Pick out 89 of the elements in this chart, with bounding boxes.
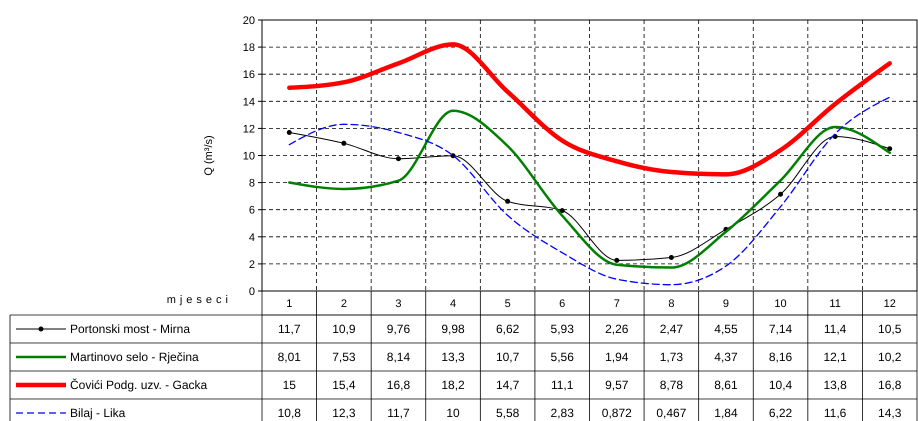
y-tick-label: 16 [242, 69, 255, 82]
y-tick-label: 18 [242, 42, 255, 54]
line-series [288, 110, 891, 269]
data-label: 15,4 [332, 378, 356, 392]
data-label: 6,62 [496, 322, 520, 336]
data-label: 10,2 [878, 350, 902, 364]
point [286, 130, 292, 135]
data-label: 10,8 [278, 406, 302, 420]
data-label: 11,7 [278, 322, 301, 336]
x-tick-label: 5 [504, 298, 511, 310]
data-label: 10,5 [878, 322, 902, 336]
data-label: 18,2 [441, 378, 466, 392]
x-tick-label: 6 [559, 298, 566, 310]
data-label: 12,3 [332, 406, 356, 420]
y-tick-label: 14 [242, 96, 255, 108]
y-axis-title: Q (m³/s) [203, 135, 215, 176]
point [614, 258, 620, 263]
data-label: 13,3 [441, 350, 466, 364]
data-label: 14,7 [496, 378, 520, 392]
data-label: 16,8 [878, 378, 902, 392]
x-tick-label: 3 [395, 298, 402, 310]
point [396, 156, 401, 162]
point [505, 198, 510, 204]
data-label: 12,1 [823, 350, 848, 364]
x-axis-title: mjeseci [166, 294, 232, 306]
data-label: 11,7 [387, 406, 410, 420]
data-label: 1,94 [605, 350, 629, 364]
data-label: 2,26 [605, 322, 629, 336]
data-label: 9,76 [386, 322, 410, 336]
x-tick-label: 12 [884, 298, 896, 310]
legend-label: Bilaj - Lika [70, 406, 126, 420]
data-label: 7,53 [332, 350, 356, 364]
data-label: 15 [282, 378, 296, 392]
point [341, 140, 346, 146]
y-tick-label: 4 [248, 232, 255, 244]
data-label: 8,78 [660, 378, 684, 392]
data-label: 2,47 [660, 322, 684, 336]
y-tick-label: 20 [242, 15, 255, 27]
data-label: 11,6 [824, 406, 847, 420]
x-tick-label: 8 [668, 298, 674, 310]
data-label: 1,73 [660, 350, 684, 364]
data-label: 8,01 [278, 350, 302, 364]
y-tick-label: 12 [242, 123, 255, 136]
data-label: 13,8 [823, 378, 848, 392]
x-tick-label: 7 [614, 298, 620, 310]
x-tick-label: 9 [722, 298, 730, 310]
data-label: 11,1 [550, 378, 574, 392]
data-label: 7,14 [768, 322, 793, 336]
data-label: 5,93 [550, 322, 574, 336]
data-label: 4,37 [714, 350, 738, 364]
data-label: 2,83 [550, 406, 574, 420]
data-label: 14,3 [878, 406, 902, 420]
data-label: 4,55 [714, 322, 738, 336]
data-label: 10 [446, 406, 460, 420]
y-tick-label: 8 [248, 178, 255, 190]
data-label: 10,7 [496, 350, 520, 364]
legend-label: Martinovo selo - Rječina [70, 350, 200, 364]
data-label: 1,84 [714, 406, 738, 420]
x-tick-label: 4 [450, 298, 456, 310]
line-series [287, 42, 892, 177]
data-label: 9,98 [441, 322, 466, 336]
line-series [288, 96, 890, 286]
legend-label: Portonski most - Mirna [70, 322, 190, 336]
point [887, 146, 892, 152]
data-label: 5,56 [550, 350, 574, 364]
data-label: 8,16 [768, 350, 793, 364]
legend-label: Čovići Podg. uzv. - Gacka [70, 378, 208, 392]
data-label: 5,58 [496, 406, 520, 420]
data-label: 6,22 [768, 406, 793, 420]
y-tick-label: 0 [248, 286, 255, 298]
data-label: 0,467 [656, 406, 687, 420]
data-label: 8,14 [386, 350, 410, 364]
data-label: 0,872 [602, 406, 632, 420]
data-label: 8,61 [714, 378, 738, 392]
y-tick-label: 10 [242, 150, 255, 162]
y-tick-label: 6 [248, 204, 255, 217]
data-label: 11,4 [824, 322, 847, 336]
x-tick-label: 10 [774, 298, 787, 310]
point [560, 208, 565, 214]
x-tick-label: 11 [829, 298, 841, 310]
data-label: 9,57 [605, 378, 629, 392]
point [778, 192, 784, 197]
data-label: 10,4 [768, 378, 793, 392]
x-tick-label: 2 [340, 298, 347, 310]
data-label: 16,8 [386, 378, 410, 392]
point [668, 255, 674, 260]
data-label: 10,9 [332, 322, 356, 336]
x-tick-label: 1 [286, 298, 292, 310]
y-tick-label: 2 [248, 258, 255, 271]
